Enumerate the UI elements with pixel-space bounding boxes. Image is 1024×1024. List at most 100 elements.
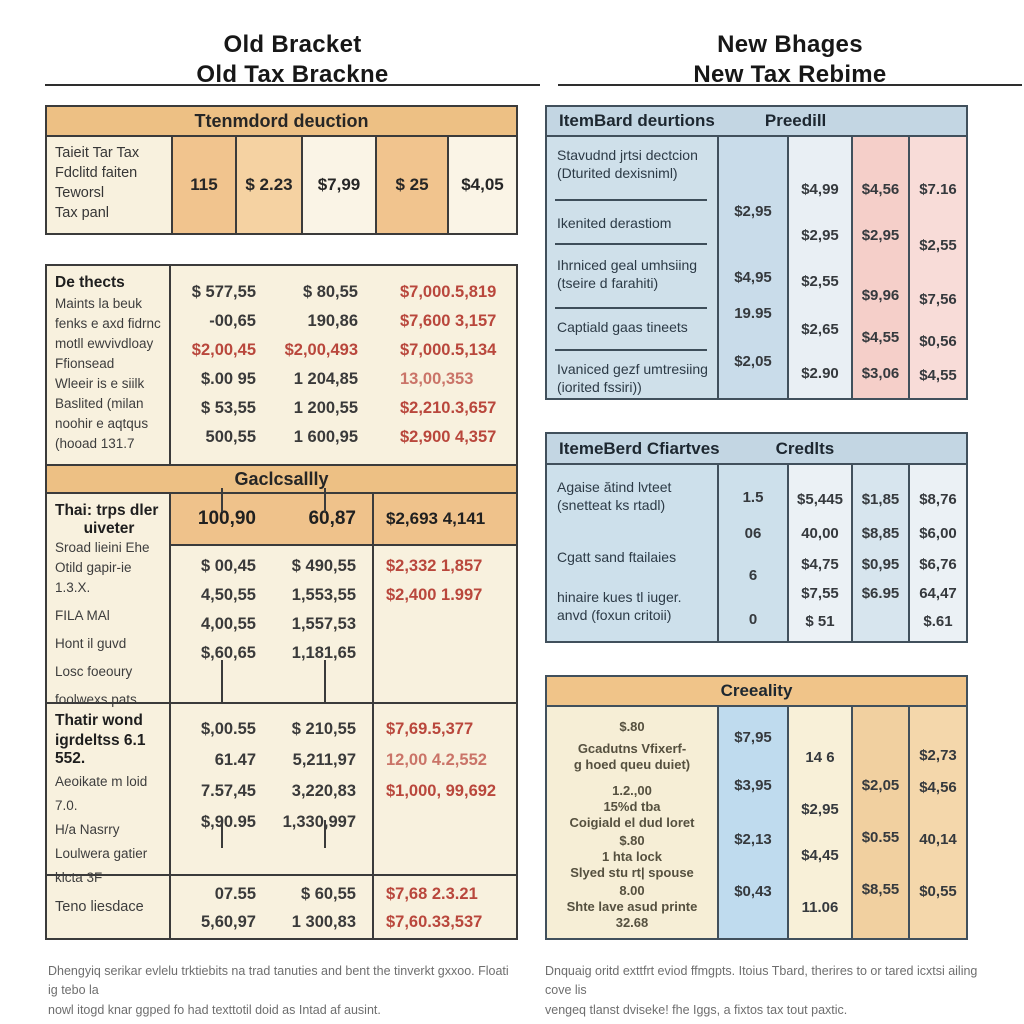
right-footnote: Dnquaig oritd exttfrt eviod ffmgpts. Ito… xyxy=(545,962,995,1020)
old-table1-label-cell: Taieit Tar Tax Fdclitd faiten Teworsl Ta… xyxy=(47,137,171,233)
new-table3-header: Creeality xyxy=(547,677,966,707)
table-row: -00,65 190,86 xyxy=(209,312,358,330)
section-a-title: De thects xyxy=(55,274,125,291)
label-line: Maints la beuk xyxy=(55,296,143,311)
label-line: $.80 xyxy=(619,719,645,734)
table-row: 4,00,55 1,557,53 xyxy=(200,615,356,633)
right-title-rule xyxy=(558,84,1022,86)
header-right: Credlts xyxy=(775,438,835,458)
label-separator xyxy=(555,307,707,309)
table-row: 07.55 $ 60,55 xyxy=(214,884,356,903)
label-line: Coigiald el dud loret xyxy=(569,815,695,830)
table-row: 500,55 1 600,95 xyxy=(205,428,358,446)
label-line: Ihrniced geal umhsiing xyxy=(557,257,698,273)
label-line: Losc foeoury xyxy=(55,664,133,679)
header-left: ItemBard deurtions xyxy=(559,111,715,130)
label-line: Shte lave asud printe xyxy=(566,899,698,914)
label-line: Wleeir is e siilk xyxy=(55,376,145,391)
label-line: Aeoikate m loid 7.0. xyxy=(55,774,148,813)
new-table1-labels: Stavudnd jrtsi dectcion (Dturited dexisn… xyxy=(547,137,717,398)
new-creedity-table: Creeality $.80 Gcadutns Vfixerf- g hoed … xyxy=(545,675,968,940)
section-a-labels: De thects Maints la beuk fenks e axd fid… xyxy=(47,266,171,464)
label-line: Tax panl xyxy=(55,205,110,221)
label-line: Loulwera gatier xyxy=(55,846,148,861)
value-cell: $ 2.23 xyxy=(235,137,301,233)
table-row: $,60,65 1,181,65 xyxy=(200,644,356,662)
new-deductions-table: ItemBard deurtions Preedill Stavudnd jrt… xyxy=(545,105,968,400)
label-line: 32.68 xyxy=(615,915,649,930)
section-thai-trps: Thai: trps dler uiveter Sroad lieini Ehe… xyxy=(47,494,516,707)
new-regime-title-line1: New Bhages xyxy=(717,31,863,58)
new-credits-table: ItemeBerd Cfiartves Credlts Agaise ătind… xyxy=(545,432,968,643)
label-line: 8.00 xyxy=(619,883,645,898)
table-row xyxy=(374,807,516,838)
section-d-title: Thatir wond xyxy=(55,712,143,729)
label-line: (Dturited dexisniml) xyxy=(557,165,678,181)
new-table2-body: Agaise ătind lvteet (snetteat ks rtadl) … xyxy=(547,465,966,641)
old-table1-body: Taieit Tar Tax Fdclitd faiten Teworsl Ta… xyxy=(47,137,516,233)
section-teno-liesdace: Teno liesdace 07.55 $ 60,55 5,60,97 1 300,… xyxy=(47,874,516,938)
connector-tick xyxy=(324,488,326,512)
label-line: Otild gapir-ie 1.3.X. xyxy=(55,560,132,595)
label-line: Slyed stu rt| spouse xyxy=(570,865,694,880)
section-e-label: Teno liesdace xyxy=(47,876,171,938)
label-line: Agaise ătind lvteet xyxy=(557,479,672,495)
table-row: $2,210.3,657 xyxy=(400,399,497,417)
header-left: ItemeBerd Cfiartves xyxy=(559,438,720,458)
section-d-labels: Thatir wond igrdeltss 6.1 552. Aeoikate … xyxy=(47,704,171,885)
label-line: Sroad lieini Ehe xyxy=(55,540,150,555)
new-table2-labels: Agaise ătind lvteet (snetteat ks rtadl) … xyxy=(547,465,717,641)
table-row xyxy=(374,610,516,639)
label-line: (iorited fssiri)) xyxy=(557,379,642,395)
label-line: 1 hta lock xyxy=(602,849,662,864)
label-line: Teworsl xyxy=(55,185,105,201)
new-table1-col4: $7.16 $2,55 $7,56 $0,56 $4,55 xyxy=(908,137,966,398)
label-separator xyxy=(555,243,707,245)
old-regime-title-line1: Old Bracket xyxy=(223,31,362,58)
section-d-title2: igrdeltss 6.1 552. xyxy=(55,732,146,767)
value-cell: $4,05 xyxy=(447,137,516,233)
section-c-title: Thai: trps dler xyxy=(55,502,159,519)
connector-tick xyxy=(324,820,326,848)
table-row: 7.57,45 3,220,83 xyxy=(200,782,356,800)
new-table1-col1: $2,95 $4,95 19.95 $2,05 xyxy=(717,137,787,398)
value-cell: $7,99 xyxy=(301,137,375,233)
table-row: $2,400 1.997 xyxy=(386,586,483,604)
footnote-line: Dnquaig oritd exttfrt eviod ffmgpts. Ito… xyxy=(545,964,978,998)
label-line: (snetteat ks rtadl) xyxy=(557,497,666,513)
label-line: FILA MAl xyxy=(55,608,110,623)
table-row: $ 53,55 1 200,55 xyxy=(200,399,358,417)
old-regime-title: Old Bracket Old Tax Brackne xyxy=(45,30,540,90)
section-de-thects: De thects Maints la beuk fenks e axd fid… xyxy=(47,266,516,464)
table-row: 13,00,353 xyxy=(400,370,474,388)
label-line: Cgatt sand ftailaies xyxy=(557,549,677,565)
new-regime-title-line2: New Tax Rebime xyxy=(693,61,887,88)
new-table1-body: Stavudnd jrtsi dectcion (Dturited dexisn… xyxy=(547,137,966,398)
table-row: $7,600 3,157 xyxy=(400,312,497,330)
table-row: $ 577,55 $ 80,55 xyxy=(191,283,358,301)
connector-tick xyxy=(221,488,223,512)
new-table3-labels: $.80 Gcadutns Vfixerf- g hoed queu duiet… xyxy=(547,707,717,938)
connector-tick xyxy=(221,660,223,702)
label-line: foolwexs pats xyxy=(55,692,137,707)
label-line: Gcadutns Vfixerf- xyxy=(577,741,687,756)
label-line: Taieit Tar Tax xyxy=(55,145,140,161)
table-row: $ 00,45 $ 490,55 xyxy=(200,557,356,575)
new-table2-header: ItemeBerd Cfiartves Credlts xyxy=(547,434,966,465)
new-table1-header: ItemBard deurtions Preedill xyxy=(547,107,966,137)
table-row: $.00 95 1 204,85 xyxy=(200,370,358,388)
label-line: Fdclitd faiten xyxy=(55,165,138,181)
value-cell: $ 25 xyxy=(375,137,447,233)
new-table3-col2: 14 6 $2,95 $4,45 11.06 xyxy=(787,707,851,938)
header-right: Preedill xyxy=(764,111,827,130)
label-line: Ffionsead xyxy=(55,356,115,371)
subtotal-row: 100,90 60,87 xyxy=(171,494,372,546)
label-line: anvd (foxun critoii) xyxy=(557,607,672,623)
label-line: Ikenited derastiom xyxy=(557,215,672,231)
footnote-line: nowl itogd knar ggped fo had texttotil d… xyxy=(48,1002,381,1017)
label-separator xyxy=(555,349,707,351)
section-header-gaclcsallly: Gaclcsallly xyxy=(47,464,516,494)
old-table1-header: Ttenmdord deuction xyxy=(47,107,516,137)
label-line: Baslited (milan xyxy=(55,396,144,411)
new-table3-col1: $7,95 $3,95 $2,13 $0,43 xyxy=(717,707,787,938)
